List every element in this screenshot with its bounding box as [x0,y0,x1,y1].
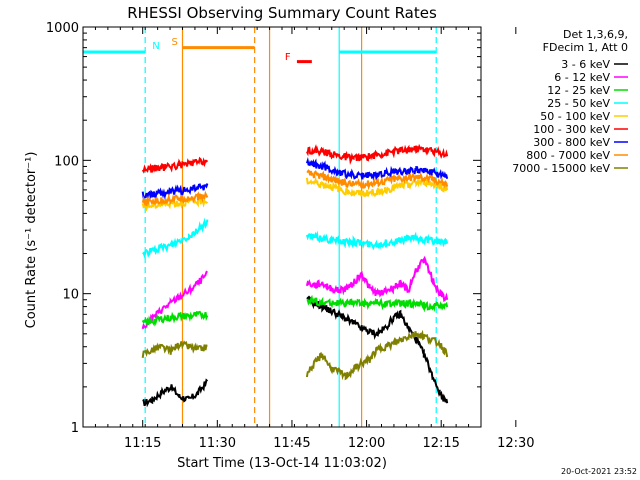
series-trace-late-7 [306,169,449,191]
legend-label-5: 100 - 300 keV [533,123,610,136]
series-trace-late-6 [305,156,449,182]
legend-label-3: 25 - 50 keV [547,97,610,110]
series-trace-late-1 [305,255,449,303]
y-tick-label-0: 1 [71,421,79,436]
x-tick-label-2: 11:45 [273,436,310,451]
legend-label-0: 3 - 6 keV [561,58,610,71]
series-trace-late-3 [305,230,449,251]
x-axis-label: Start Time (13-Oct-14 11:03:02) [177,456,387,471]
legend-label-6: 300 - 800 keV [533,136,610,149]
series-trace-late-8 [305,329,449,381]
x-tick-label-0: 11:15 [124,436,161,451]
y-tick-label-2: 100 [54,154,79,169]
series-trace-early-7 [141,190,209,207]
x-tick-label-4: 12:15 [422,436,459,451]
series-trace-late-0 [306,295,449,404]
legend-label-7: 800 - 7000 keV [526,149,610,162]
x-tick-label-1: 11:30 [199,436,236,451]
x-tick-label-5: 12:30 [497,436,534,451]
series-trace-early-3 [142,217,209,260]
series-trace-late-4 [305,176,449,198]
legend-header-line-1: Det 1,3,6,9, [563,28,628,41]
plot-area [83,27,449,427]
legend-label-8: 7000 - 15000 keV [512,162,610,175]
legend-label-2: 12 - 25 keV [547,84,610,97]
chart-title: RHESSI Observing Summary Count Rates [127,4,437,22]
series-trace-early-1 [141,270,209,330]
annotation-f: F [285,52,291,63]
series-trace-late-2 [306,294,449,313]
x-tick-label-3: 12:00 [348,436,385,451]
series-trace-early-5 [141,156,209,174]
timestamp: 20-Oct-2021 23:52 [561,467,637,476]
series-trace-early-0 [142,378,209,408]
series-trace-early-2 [141,310,209,327]
y-tick-label-1: 10 [62,288,79,303]
legend-header-line-2: FDecim 1, Att 0 [543,41,628,54]
y-tick-label-3: 1000 [46,21,79,36]
annotation-s: S [172,37,178,48]
legend-label-4: 50 - 100 keV [540,110,610,123]
legend-label-1: 6 - 12 keV [554,71,610,84]
y-axis-label: Count Rate (s⁻¹ detector⁻¹) [24,152,39,329]
series-trace-early-8 [141,340,208,358]
series-trace-late-5 [306,143,449,166]
annotation-n: N [152,41,159,52]
series-trace-early-6 [141,183,209,200]
